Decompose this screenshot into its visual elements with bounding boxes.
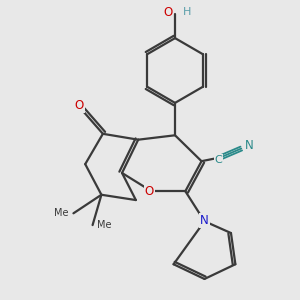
Text: O: O [163,6,172,19]
Text: H: H [183,8,191,17]
Text: Me: Me [97,220,112,230]
Text: N: N [245,139,254,152]
Text: Me: Me [54,208,69,218]
Text: N: N [200,214,209,226]
Text: O: O [145,185,154,198]
Text: C: C [214,155,222,165]
Text: O: O [75,99,84,112]
